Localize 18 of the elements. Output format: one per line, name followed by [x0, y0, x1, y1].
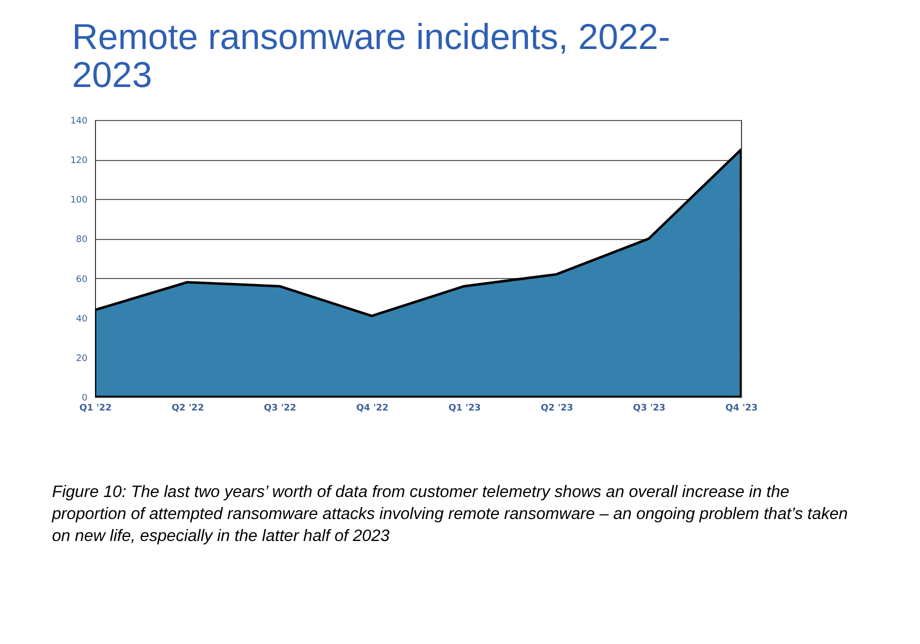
- y-tick-label: 80: [76, 235, 88, 246]
- x-tick-label: Q1 '22: [79, 404, 112, 414]
- y-tick-label: 100: [70, 196, 88, 206]
- y-tick-label: 140: [70, 116, 88, 126]
- y-tick-label: 20: [76, 354, 88, 364]
- x-tick-label: Q2 '23: [540, 404, 574, 414]
- chart-title: Remote ransomware incidents, 2022-2023: [72, 16, 672, 95]
- x-tick-label: Q3 '23: [633, 404, 666, 414]
- y-tick-label: 60: [76, 274, 88, 285]
- x-tick-label: Q1 '23: [448, 404, 481, 414]
- x-tick-label: Q4 '22: [356, 404, 389, 414]
- x-tick-label: Q4 '23: [725, 404, 758, 414]
- caption: Figure 10: The last two years’ worth of data from customer telemetry shows an overall increase in the proportion of attempted ransomware attacks involving remote ransomware – an ongoing problem that’s taken on new life, especially in the latter half of 2023: [52, 482, 849, 547]
- y-tick-label: 40: [76, 314, 88, 324]
- y-tick-label: 120: [70, 156, 88, 166]
- x-tick-label: Q3 '22: [264, 404, 296, 414]
- y-tick-label: 0: [82, 394, 88, 404]
- x-tick-label: Q2 '22: [172, 404, 204, 414]
